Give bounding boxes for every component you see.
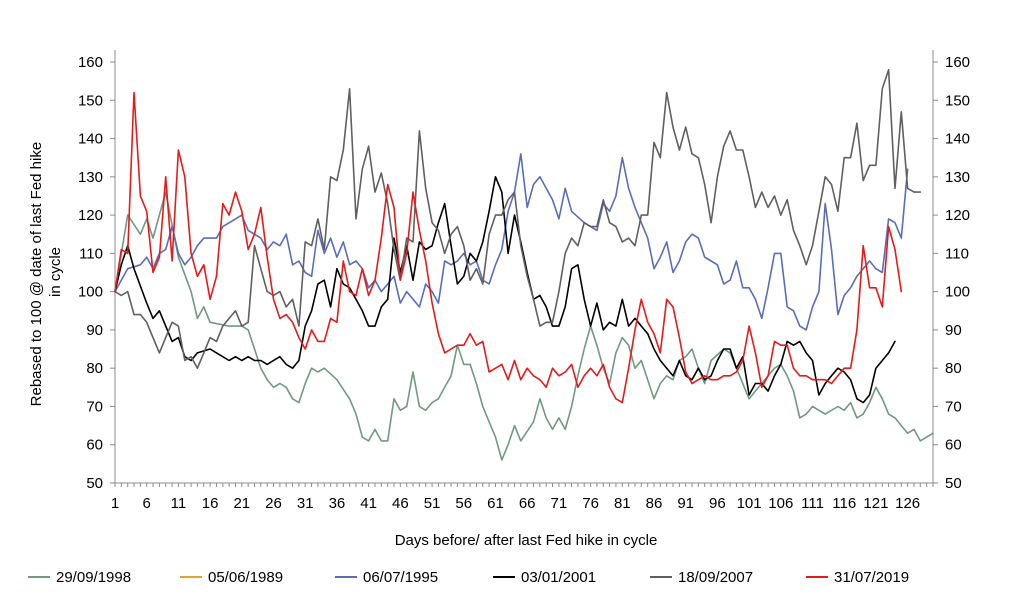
x-tick-label: 101 [737,495,762,512]
x-tick-label: 81 [614,495,631,512]
series-line-29-09-1998 [114,191,934,461]
y-tick-label-right: 120 [945,207,970,224]
x-tick-label: 31 [297,495,314,512]
y-axis-title: Rebased to 100 @ date of last Fed hike i… [28,138,64,407]
y-tick-label-right: 100 [945,284,970,301]
y-tick-label-right: 70 [945,398,962,415]
series-line-18-09-2007 [114,68,922,370]
legend-label: 29/09/1998 [56,569,131,586]
x-tick-label: 11 [171,495,187,512]
x-tick-label: 66 [519,495,536,512]
y-tick-label-left: 130 [78,169,103,186]
legend: 29/09/1998 05/06/1989 06/07/1995 03/01/2001… [28,569,909,586]
x-tick-label: 106 [768,495,793,512]
legend-label: 05/06/1989 [208,569,283,586]
y-tick-label-left: 150 [78,92,103,109]
legend-label: 18/09/2007 [678,569,753,586]
y-tick-label-left: 60 [86,437,103,454]
x-tick-label: 111 [801,495,824,512]
labels-layer: Days before/ after last Fed hike in cycl… [28,138,658,549]
x-tick-label: 86 [646,495,663,512]
y-tick-label-right: 80 [945,360,962,377]
x-tick-label: 121 [863,495,888,512]
y-tick-label-left: 120 [78,207,103,224]
legend-label: 31/07/2019 [834,569,909,586]
y-tick-label-right: 110 [945,245,969,262]
y-axis-title-line-2: in cycle [47,247,64,297]
y-tick-label-right: 90 [945,322,962,339]
x-tick-label: 21 [233,495,250,512]
x-tick-label: 1 [111,495,119,512]
x-tick-label: 26 [265,495,282,512]
y-tick-label-left: 80 [86,360,103,377]
y-tick-label-right: 140 [945,131,970,148]
x-tick-label: 116 [832,495,856,512]
x-axis-title: Days before/ after last Fed hike in cycl… [395,532,658,549]
y-tick-label-left: 110 [79,245,103,262]
y-tick-label-right: 130 [945,169,970,186]
series-line-03-01-2001 [114,176,896,404]
y-tick-label-left: 100 [78,284,103,301]
series-line-31-07-2019 [114,91,903,404]
x-tick-label: 91 [677,495,694,512]
x-tick-label: 61 [487,495,504,512]
x-tick-label: 76 [582,495,599,512]
y-tick-label-right: 150 [945,92,970,109]
y-tick-label-left: 70 [86,398,103,415]
x-tick-label: 51 [424,495,441,512]
legend-label: 03/01/2001 [521,569,596,586]
x-tick-label: 71 [551,495,568,512]
x-tick-label: 16 [202,495,219,512]
y-tick-label-left: 90 [86,322,103,339]
y-tick-label-left: 50 [86,475,103,492]
y-tick-label-right: 160 [945,54,970,71]
y-tick-label-right: 50 [945,475,962,492]
x-tick-label: 46 [392,495,409,512]
y-tick-label-left: 160 [78,54,103,71]
x-tick-label: 56 [455,495,472,512]
x-tick-label: 41 [360,495,377,512]
series-layer [114,68,934,461]
x-tick-label: 6 [143,495,151,512]
y-tick-label-right: 60 [945,437,962,454]
y-axis-title-line-1: Rebased to 100 @ date of last Fed hike [28,142,45,407]
x-tick-label: 96 [709,495,726,512]
legend-label: 06/07/1995 [363,569,438,586]
x-tick-label: 126 [895,495,920,512]
x-tick-label: 36 [329,495,346,512]
y-tick-label-left: 140 [78,131,103,148]
